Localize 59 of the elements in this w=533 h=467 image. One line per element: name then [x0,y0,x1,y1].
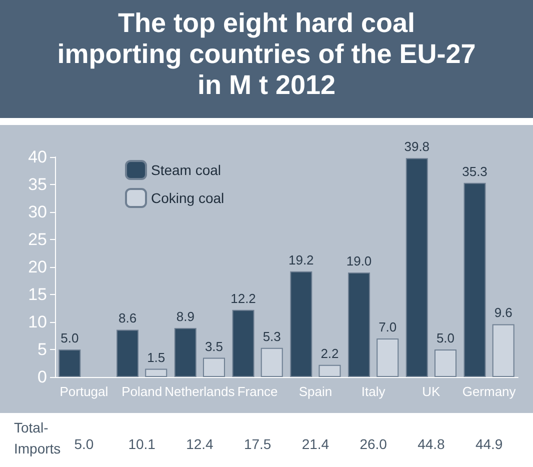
x-tick-label: Poland [122,384,162,399]
data-label: 8.6 [118,310,137,326]
y-tick-label: 30 [28,202,47,222]
data-label: 19.2 [288,252,314,268]
bar [260,348,283,377]
bar [232,310,254,377]
y-tick-label: 0 [38,368,47,386]
bar [116,330,139,377]
text: 21.4 [302,436,330,452]
y-tick-label: 10 [28,312,47,332]
bar [318,364,341,377]
data-label: 8.9 [176,309,194,324]
x-tick-label: Portugal [60,384,108,399]
text: 26.0 [360,436,388,452]
bar [145,368,168,377]
data-label: 7.0 [378,320,397,334]
data-label: 5.0 [436,330,455,346]
bar [202,358,225,377]
bar [376,338,399,377]
y-tick-label: 15 [28,285,47,304]
bar [492,324,514,377]
data-label: 1.5 [147,350,166,365]
bar [464,182,486,377]
text: 12.4 [186,436,214,452]
data-label: 12.2 [230,290,256,306]
data-label: 35.3 [462,164,488,179]
data-label: 39.8 [404,139,430,154]
bar [58,350,81,377]
text: 44.8 [418,436,446,452]
chart-title: The top eight hard coal importing countries of the EU-27 in M t 2012 [0,0,533,118]
data-label: 3.5 [204,338,224,354]
y-tick-label: 40 [28,148,47,166]
x-tick-label: Germany [462,384,516,399]
data-label: 9.6 [494,305,512,320]
legend-label: Steam coal [151,162,222,178]
legend-label: Coking coal [151,190,224,206]
y-tick-label: 5 [38,340,47,359]
x-tick-label: France [237,384,278,399]
bar [434,350,456,377]
bar [406,158,428,377]
bar [348,272,370,377]
bar [290,271,312,377]
x-tick-label: Netherlands [164,384,236,399]
text: 17.5 [244,436,272,452]
bar [174,328,196,377]
data-label: 5.0 [60,330,79,346]
text: 44.9 [475,436,503,452]
x-tick-label: UK [422,384,441,399]
data-label: 2.2 [320,346,339,361]
y-tick-label: 25 [28,230,47,249]
data-label: 19.0 [346,254,372,268]
x-tick-label: Italy [361,384,386,399]
y-tick-label: 35 [28,175,47,194]
x-tick-label: Spain [298,384,332,399]
text: Total- Imports [14,420,61,456]
text: 10.1 [128,436,156,452]
y-tick-label: 20 [28,258,47,276]
text: 5.0 [74,436,94,452]
data-label: 5.3 [262,328,281,344]
